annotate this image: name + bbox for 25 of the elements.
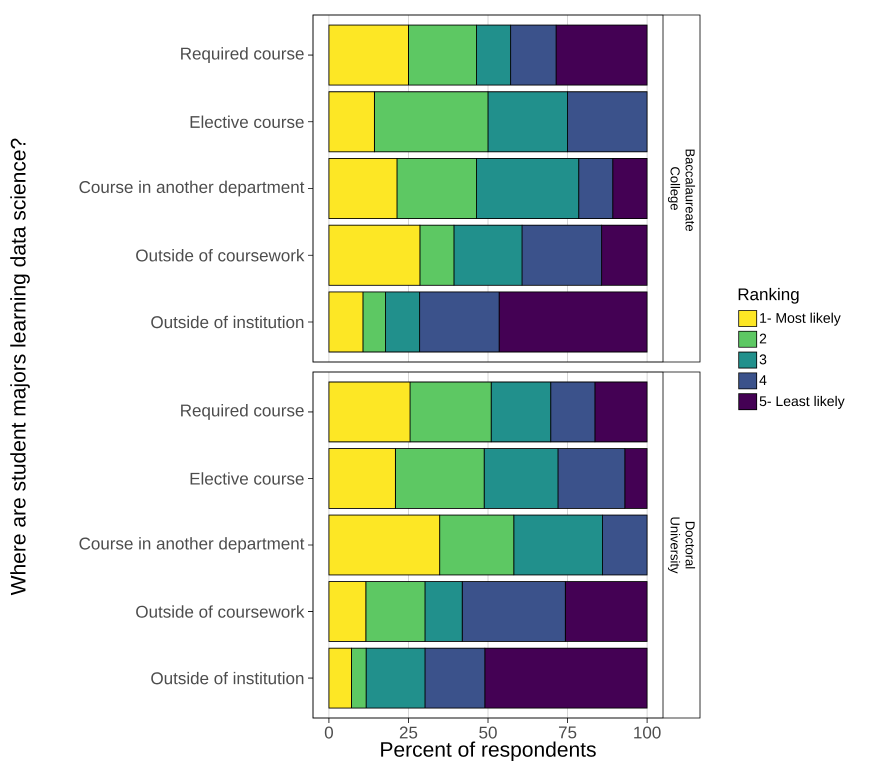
x-tick-label: 100 [634,726,661,739]
y-tick-label: Outside of institution [151,316,304,328]
y-tick-label: Course in another department [79,180,304,196]
y-tick-label: Elective course [190,472,304,485]
x-tick-label: 25 [400,726,418,739]
legend-label: 4 [759,375,766,385]
y-tick-label: Outside of coursework [136,605,304,618]
y-tick-label: Elective course [190,116,304,128]
x-tick-label: 75 [558,726,576,738]
y-tick-label: Outside of institution [151,672,304,684]
legend-label: 5- Least likely [760,396,845,409]
y-tick-label: Course in another department [79,537,304,553]
legend-label: 1- Most likely [760,312,841,326]
legend-label: 2 [760,334,766,344]
x-tick-label: 50 [479,726,497,739]
text: Baccalaureate College [668,150,696,232]
x-axis-title: Percent of respondents [381,741,596,762]
legend-label: 3 [760,354,766,364]
y-tick-label: Required course [181,47,304,63]
y-tick-label: Outside of coursework [136,249,304,262]
y-tick-label: Required course [181,404,304,420]
legend-title: Ranking [738,288,799,304]
text: Doctoral University [668,517,696,574]
y-axis-title: Where are student majors learning data science? [10,138,30,596]
x-tick-label: 0 [324,726,333,739]
